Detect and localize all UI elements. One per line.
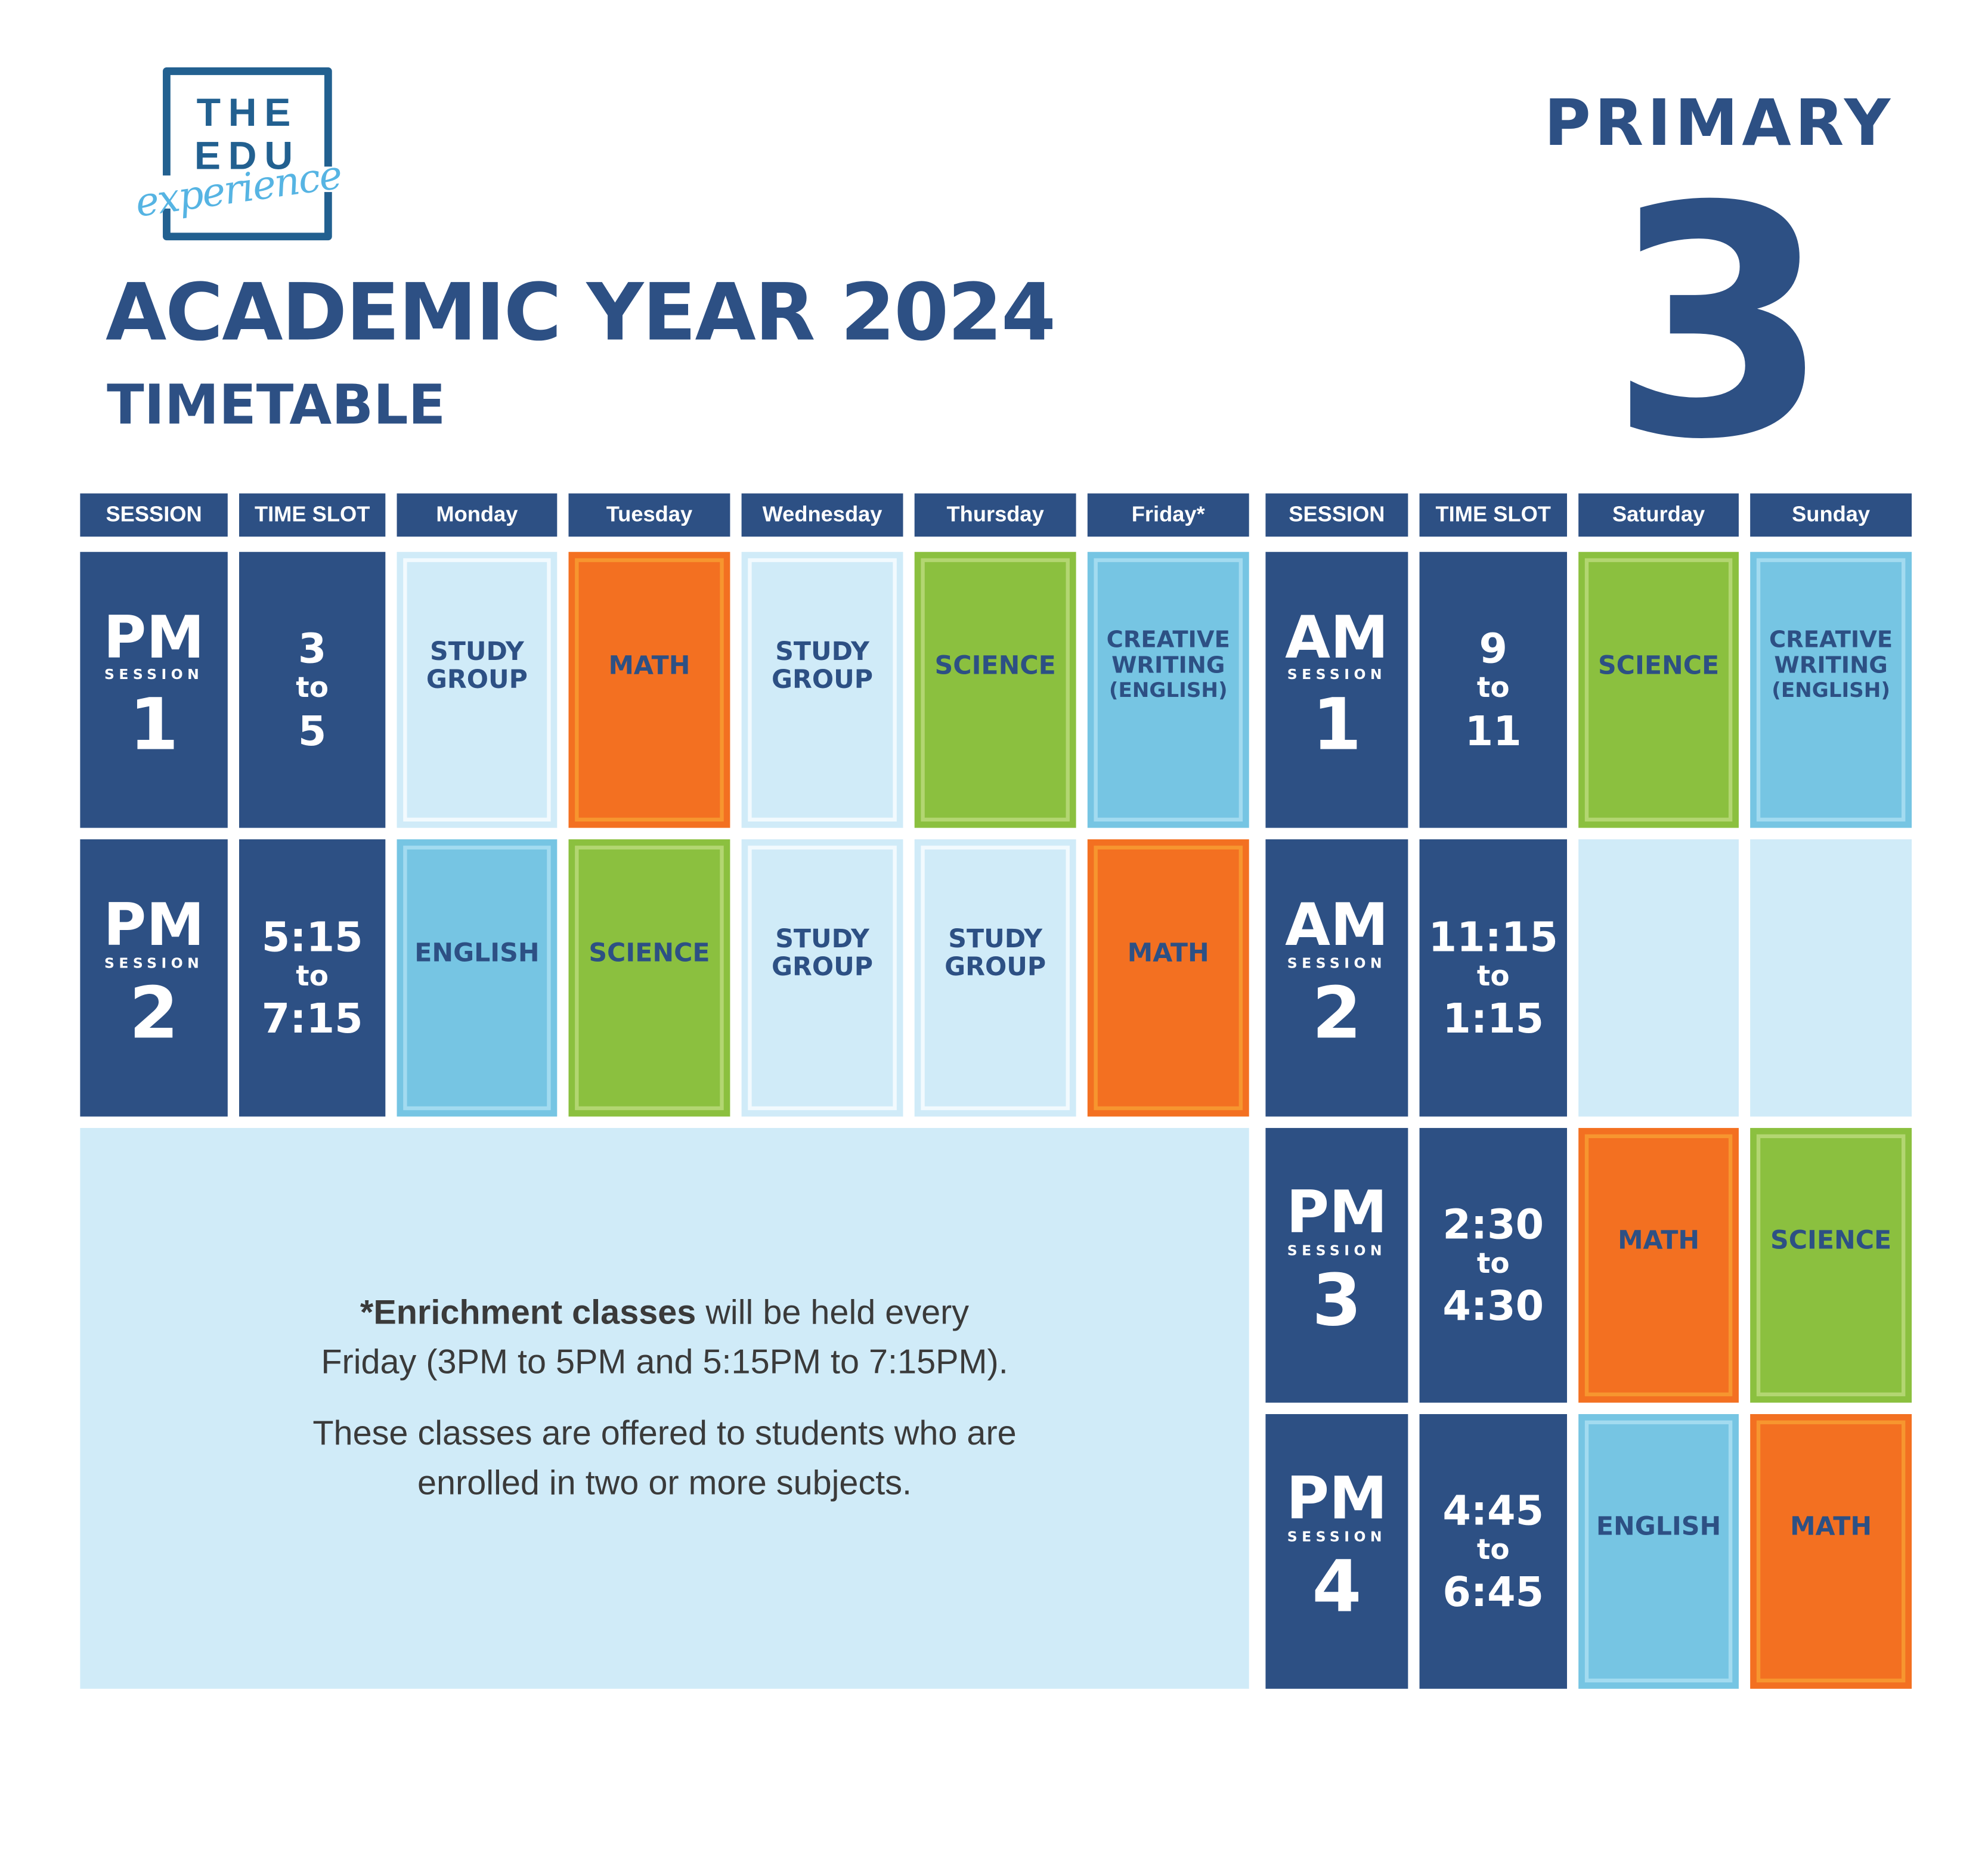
time-end: 1:15 — [1442, 994, 1544, 1043]
session-label: SESSION — [104, 954, 204, 971]
time-slot-cell: 9 to 11 — [1419, 551, 1567, 828]
note-bold: *Enrichment classes — [360, 1293, 696, 1332]
session-label: SESSION — [1287, 1528, 1387, 1545]
header-monday: Monday — [397, 493, 558, 537]
session-number: 2 — [129, 972, 179, 1055]
session-number: 3 — [1312, 1260, 1362, 1343]
class-cell-saturday-empty — [1578, 839, 1739, 1117]
logo: THE EDU experience — [132, 67, 344, 241]
time-end: 4:30 — [1442, 1282, 1544, 1331]
timetable: SESSION TIME SLOT Monday Tuesday Wednesd… — [80, 493, 1912, 1689]
logo-edu: EDU — [194, 133, 301, 178]
time-start: 2:30 — [1442, 1200, 1544, 1249]
header-tuesday: Tuesday — [568, 493, 730, 537]
class-cell-thursday: STUDY GROUP — [914, 839, 1076, 1117]
time-start: 9 — [1479, 625, 1507, 674]
header-session-weekend: SESSION — [1265, 493, 1408, 537]
class-cell-wednesday: STUDY GROUP — [741, 839, 903, 1117]
header-thursday: Thursday — [914, 493, 1076, 537]
time-slot-cell: 11:15 to 1:15 — [1419, 839, 1567, 1117]
class-cell-tuesday: MATH — [568, 551, 730, 828]
logo-the: THE — [196, 90, 299, 135]
time-slot-cell: 5:15 to 7:15 — [239, 839, 386, 1117]
time-to: to — [1476, 961, 1510, 993]
class-sub: (ENGLISH) — [1772, 677, 1890, 702]
session-cell: PM SESSION 1 — [80, 551, 228, 828]
session-period: PM — [103, 602, 205, 671]
session-cell: AM SESSION 2 — [1265, 839, 1408, 1117]
note-line2: Friday (3PM to 5PM and 5:15PM to 7:15PM)… — [321, 1343, 1008, 1382]
header-saturday: Saturday — [1578, 493, 1739, 537]
class-cell-sunday: SCIENCE — [1750, 1128, 1912, 1403]
class-cell-thursday: SCIENCE — [914, 551, 1076, 828]
class-cell-sunday: CREATIVE WRITING (ENGLISH) — [1750, 551, 1912, 828]
time-to: to — [296, 673, 329, 705]
time-slot-cell: 3 to 5 — [239, 551, 386, 828]
note-para2-line1: These classes are offered to students wh… — [312, 1413, 1017, 1452]
enrichment-note: *Enrichment classes will be held every Fr… — [80, 1128, 1249, 1689]
page-subtitle: TIMETABLE — [107, 374, 446, 438]
class-cell-sunday-empty — [1750, 839, 1912, 1117]
class-cell-saturday: MATH — [1578, 1128, 1739, 1403]
class-sub: (ENGLISH) — [1108, 677, 1228, 702]
session-number: 4 — [1312, 1545, 1362, 1629]
session-period: PM — [103, 890, 205, 959]
time-slot-cell: 2:30 to 4:30 — [1419, 1128, 1567, 1403]
time-start: 11:15 — [1428, 913, 1558, 962]
time-end: 6:45 — [1442, 1568, 1544, 1617]
session-number: 1 — [1312, 684, 1362, 767]
class-cell-saturday: SCIENCE — [1578, 551, 1739, 828]
class-cell-wednesday: STUDY GROUP — [741, 551, 903, 828]
header-sunday: Sunday — [1750, 493, 1912, 537]
time-to: to — [1476, 1248, 1510, 1281]
header-wednesday: Wednesday — [741, 493, 903, 537]
class-cell-monday: STUDY GROUP — [397, 551, 558, 828]
session-number: 2 — [1312, 972, 1362, 1055]
note-line1: will be held every — [696, 1293, 970, 1332]
time-end: 7:15 — [261, 994, 363, 1043]
header-time-slot-weekend: TIME SLOT — [1419, 493, 1567, 537]
time-to: to — [1476, 1535, 1510, 1567]
time-slot-cell: 4:45 to 6:45 — [1419, 1414, 1567, 1689]
header-session: SESSION — [80, 493, 228, 537]
time-start: 5:15 — [261, 913, 363, 962]
session-cell: PM SESSION 4 — [1265, 1414, 1408, 1689]
note-para2-line2: enrolled in two or more subjects. — [417, 1463, 912, 1502]
level-number: 3 — [1609, 138, 1831, 509]
session-number: 1 — [129, 684, 179, 767]
class-name: CREATIVE WRITING — [1769, 627, 1893, 679]
class-cell-monday: ENGLISH — [397, 839, 558, 1117]
class-cell-saturday: ENGLISH — [1578, 1414, 1739, 1689]
time-start: 4:45 — [1442, 1486, 1544, 1535]
header-time-slot: TIME SLOT — [239, 493, 386, 537]
session-period: AM — [1285, 602, 1389, 671]
class-cell-friday: CREATIVE WRITING (ENGLISH) — [1087, 551, 1249, 828]
class-cell-friday: MATH — [1087, 839, 1249, 1117]
session-period: AM — [1285, 890, 1389, 959]
class-cell-sunday: MATH — [1750, 1414, 1912, 1689]
session-cell: AM SESSION 1 — [1265, 551, 1408, 828]
session-label: SESSION — [104, 666, 204, 683]
session-label: SESSION — [1287, 1242, 1387, 1258]
session-label: SESSION — [1287, 666, 1387, 683]
header-friday: Friday* — [1087, 493, 1249, 537]
session-label: SESSION — [1287, 954, 1387, 971]
page-title: ACADEMIC YEAR 2024 — [106, 265, 1056, 359]
session-cell: PM SESSION 2 — [80, 839, 228, 1117]
time-end: 11 — [1464, 706, 1522, 755]
time-to: to — [1476, 673, 1510, 705]
class-cell-tuesday: SCIENCE — [568, 839, 730, 1117]
session-period: PM — [1286, 1177, 1388, 1247]
session-period: PM — [1286, 1464, 1388, 1533]
time-to: to — [296, 961, 329, 993]
time-end: 5 — [298, 706, 327, 755]
level-label: PRIMARY — [1544, 86, 1894, 160]
class-name: CREATIVE WRITING — [1106, 627, 1230, 679]
time-start: 3 — [298, 625, 327, 674]
session-cell: PM SESSION 3 — [1265, 1128, 1408, 1403]
